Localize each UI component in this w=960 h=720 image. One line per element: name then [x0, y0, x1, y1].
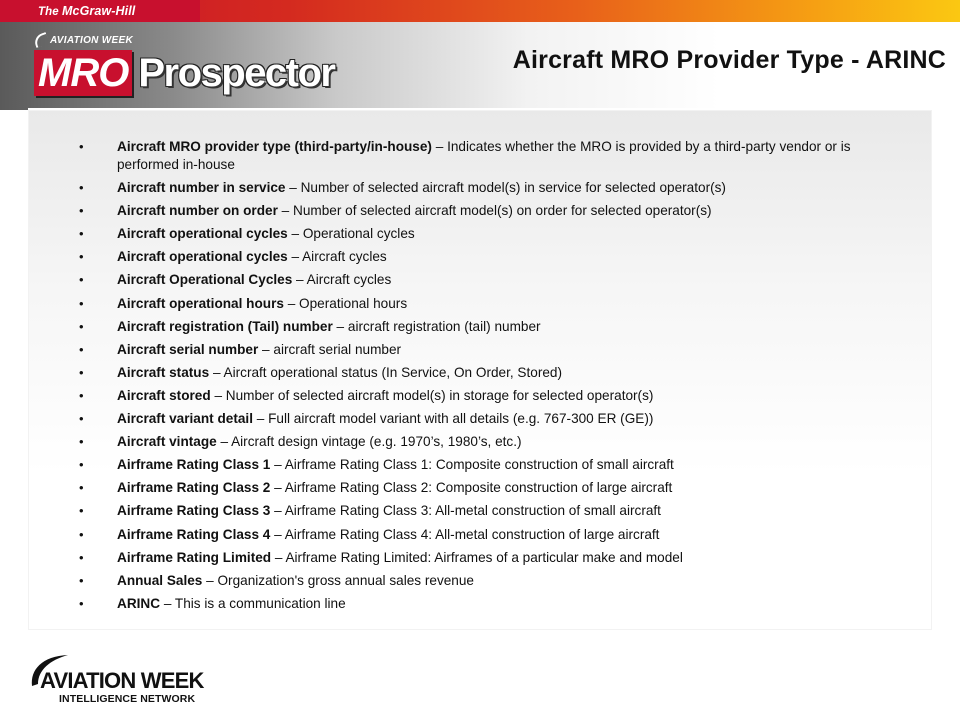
item-term: Aircraft vintage — [117, 434, 217, 449]
list-item: • Airframe Rating Limited – Airframe Rati… — [28, 549, 908, 567]
item-description: – aircraft registration (tail) number — [333, 319, 541, 334]
item-term: Aircraft variant detail — [117, 411, 253, 426]
list-item: • Airframe Rating Class 1 – Airframe Rati… — [28, 456, 908, 474]
list-item: • Aircraft operational cycles – Aircraft … — [28, 248, 908, 266]
item-description: – Aircraft design vintage (e.g. 1970’s, … — [217, 434, 522, 449]
item-term: Airframe Rating Limited — [117, 550, 271, 565]
list-item: • Aircraft number on order – Number of se… — [28, 202, 908, 220]
slide-header: AVIATION WEEK MRO Prospector Aircraft MR… — [0, 22, 960, 110]
bullet-icon: • — [79, 572, 84, 590]
item-term: Airframe Rating Class 3 — [117, 503, 270, 518]
swoosh-icon — [32, 32, 49, 48]
bullet-icon: • — [79, 248, 84, 266]
slide-title: Aircraft MRO Provider Type - ARINC — [513, 46, 946, 75]
bullet-icon: • — [79, 138, 84, 156]
item-term: Aircraft operational hours — [117, 296, 284, 311]
bullet-icon: • — [79, 526, 84, 544]
item-description: – Aircraft operational status (In Servic… — [209, 365, 562, 380]
item-term: Aircraft serial number — [117, 342, 258, 357]
item-description: – Airframe Rating Class 2: Composite con… — [270, 480, 672, 495]
list-item: • Annual Sales – Organization's gross ann… — [28, 572, 908, 590]
list-item: • Aircraft vintage – Aircraft design vint… — [28, 433, 908, 451]
item-description: – Operational hours — [284, 296, 407, 311]
bullet-icon: • — [79, 295, 84, 313]
bullet-icon: • — [79, 225, 84, 243]
list-item: • ARINC – This is a communication line — [28, 595, 908, 613]
item-term: Aircraft operational cycles — [117, 249, 288, 264]
list-item: • Aircraft status – Aircraft operational … — [28, 364, 908, 382]
item-description: – Airframe Rating Limited: Airframes of … — [271, 550, 683, 565]
item-description: – Number of selected aircraft model(s) i… — [285, 180, 725, 195]
item-description: – Organization's gross annual sales reve… — [202, 573, 474, 588]
list-item: • Airframe Rating Class 3 – Airframe Rati… — [28, 502, 908, 520]
item-term: Aircraft Operational Cycles — [117, 272, 292, 287]
item-term: Aircraft number on order — [117, 203, 278, 218]
bullet-icon: • — [79, 202, 84, 220]
list-item: • Aircraft operational cycles – Operation… — [28, 225, 908, 243]
bullet-icon: • — [79, 595, 84, 613]
bullet-icon: • — [79, 271, 84, 289]
mro-prospector-logo: MRO Prospector — [34, 50, 335, 96]
list-item: • Aircraft serial number – aircraft seria… — [28, 341, 908, 359]
item-description: – Full aircraft model variant with all d… — [253, 411, 653, 426]
item-term: Annual Sales — [117, 573, 202, 588]
aviation-week-small-logo: AVIATION WEEK — [34, 34, 133, 46]
company-logo: The McGraw-Hill Companies — [0, 0, 200, 22]
item-description: – This is a communication line — [160, 596, 346, 611]
item-term: Airframe Rating Class 2 — [117, 480, 270, 495]
logo-line-1: AVIATION WEEK — [40, 668, 204, 694]
item-term: Aircraft registration (Tail) number — [117, 319, 333, 334]
list-item: • Aircraft MRO provider type (third-party… — [28, 138, 908, 174]
item-term: Airframe Rating Class 4 — [117, 527, 270, 542]
list-item: • Aircraft number in service – Number of … — [28, 179, 908, 197]
item-term: Airframe Rating Class 1 — [117, 457, 270, 472]
item-term: Aircraft MRO provider type (third-party/… — [117, 139, 432, 154]
item-term: Aircraft status — [117, 365, 209, 380]
item-term: Aircraft operational cycles — [117, 226, 288, 241]
item-term: Aircraft stored — [117, 388, 211, 403]
item-description: – Airframe Rating Class 3: All-metal con… — [270, 503, 661, 518]
aviation-week-small-logo-text: AVIATION WEEK — [50, 35, 133, 46]
list-item: • Airframe Rating Class 2 – Airframe Rati… — [28, 479, 908, 497]
content-panel: • Aircraft MRO provider type (third-party… — [28, 108, 932, 630]
item-description: – Operational cycles — [288, 226, 415, 241]
top-banner: The McGraw-Hill Companies — [0, 0, 960, 22]
bullet-icon: • — [79, 410, 84, 428]
bullet-icon: • — [79, 433, 84, 451]
item-description: – Aircraft cycles — [288, 249, 387, 264]
list-item: • Airframe Rating Class 4 – Airframe Rati… — [28, 526, 908, 544]
bullet-icon: • — [79, 179, 84, 197]
bullet-icon: • — [79, 318, 84, 336]
item-description: – Airframe Rating Class 4: All-metal con… — [270, 527, 659, 542]
item-description: – Airframe Rating Class 1: Composite con… — [270, 457, 673, 472]
list-item: • Aircraft stored – Number of selected ai… — [28, 387, 908, 405]
aviation-week-intelligence-network-logo: AVIATION WEEK INTELLIGENCE NETWORK — [28, 652, 218, 708]
list-item: • Aircraft operational hours – Operationa… — [28, 295, 908, 313]
list-item: • Aircraft Operational Cycles – Aircraft … — [28, 271, 908, 289]
item-description: – Number of selected aircraft model(s) i… — [211, 388, 654, 403]
item-description: – aircraft serial number — [258, 342, 401, 357]
item-term: Aircraft number in service — [117, 180, 285, 195]
list-item: • Aircraft variant detail – Full aircraft… — [28, 410, 908, 428]
item-description: – Aircraft cycles — [292, 272, 391, 287]
bullet-icon: • — [79, 479, 84, 497]
item-description: – Number of selected aircraft model(s) o… — [278, 203, 712, 218]
definition-list: • Aircraft MRO provider type (third-party… — [28, 138, 908, 618]
item-term: ARINC — [117, 596, 160, 611]
prospector-logo-text: Prospector — [132, 50, 334, 96]
bullet-icon: • — [79, 387, 84, 405]
bullet-icon: • — [79, 502, 84, 520]
logo-line-2: INTELLIGENCE NETWORK — [59, 693, 195, 705]
company-prefix: The — [38, 6, 62, 18]
mro-logo-text: MRO — [34, 50, 132, 96]
bullet-icon: • — [79, 364, 84, 382]
bullet-icon: • — [79, 549, 84, 567]
list-item: • Aircraft registration (Tail) number – a… — [28, 318, 908, 336]
bullet-icon: • — [79, 341, 84, 359]
bullet-icon: • — [79, 456, 84, 474]
